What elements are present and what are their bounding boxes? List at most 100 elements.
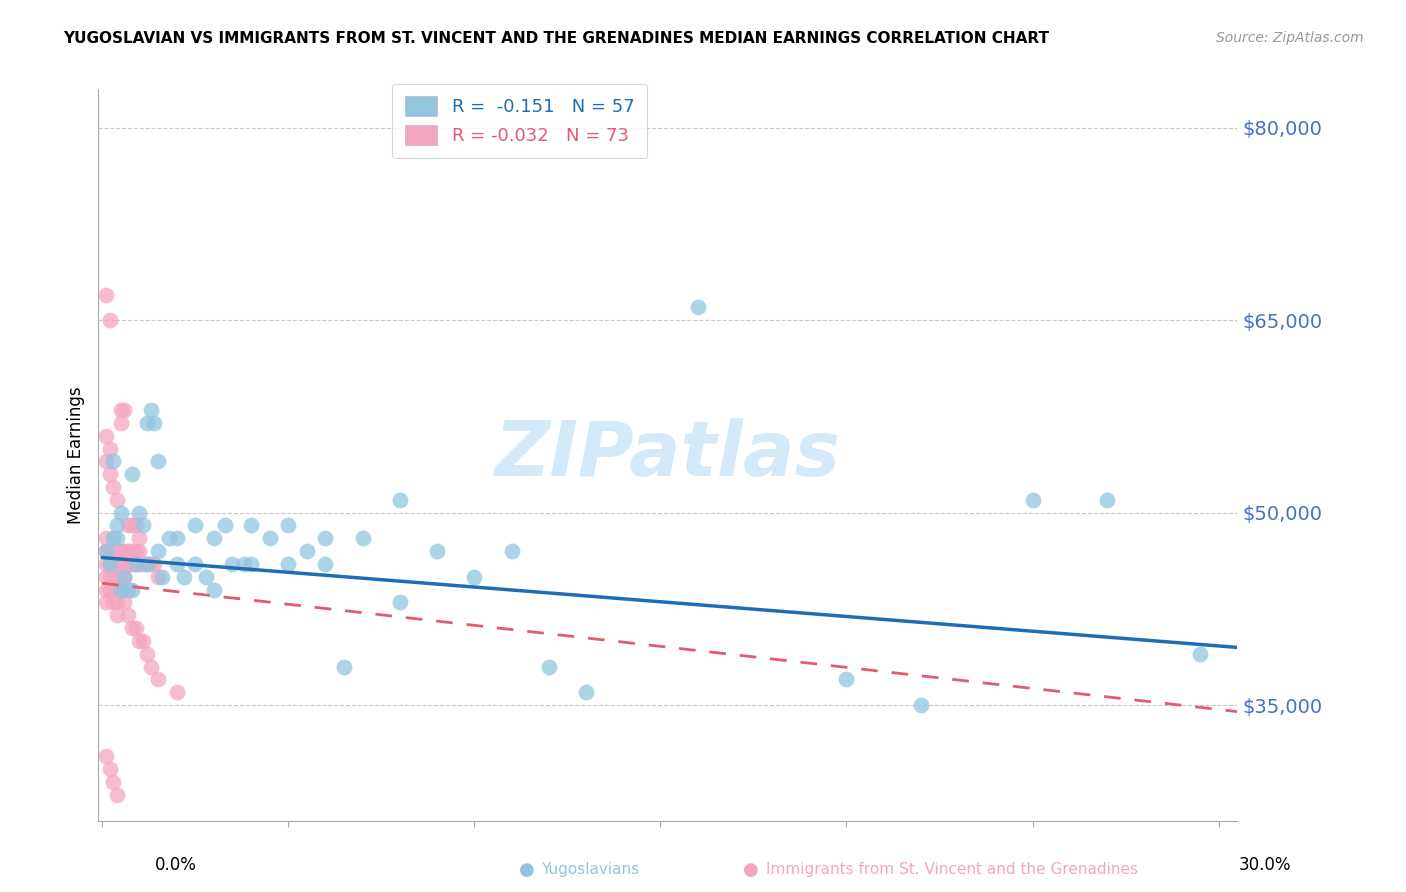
- Point: [121, 518, 143, 533]
- Point: [98, 467, 121, 482]
- Point: [105, 492, 128, 507]
- Point: [105, 608, 128, 623]
- Point: [94, 544, 117, 558]
- Point: [94, 570, 117, 584]
- Point: [98, 570, 121, 584]
- Point: [121, 557, 143, 571]
- Point: [98, 313, 121, 327]
- Point: [94, 582, 117, 597]
- Point: [128, 557, 150, 571]
- Point: [124, 557, 146, 571]
- Point: [105, 570, 128, 584]
- Point: [110, 403, 132, 417]
- Point: [1095, 492, 1118, 507]
- Point: [110, 557, 132, 571]
- Point: [135, 557, 157, 571]
- Point: [94, 454, 117, 468]
- Point: [314, 532, 336, 546]
- Point: [124, 518, 146, 533]
- Point: [501, 544, 523, 558]
- Point: [110, 582, 132, 597]
- Point: [202, 582, 225, 597]
- Point: [121, 621, 143, 635]
- Point: [114, 570, 136, 584]
- Text: Yugoslavians: Yugoslavians: [541, 863, 640, 877]
- Point: [295, 544, 318, 558]
- Point: [103, 532, 125, 546]
- Point: [103, 775, 125, 789]
- Point: [110, 416, 132, 430]
- Point: [94, 532, 117, 546]
- Point: [117, 608, 139, 623]
- Text: 0.0%: 0.0%: [155, 856, 197, 874]
- Text: Source: ZipAtlas.com: Source: ZipAtlas.com: [1216, 31, 1364, 45]
- Point: [124, 621, 146, 635]
- Point: [240, 518, 263, 533]
- Point: [686, 301, 709, 315]
- Point: [1189, 647, 1212, 661]
- Point: [128, 532, 150, 546]
- Point: [98, 557, 121, 571]
- Point: [214, 518, 236, 533]
- Point: [132, 634, 155, 648]
- Point: [94, 595, 117, 609]
- Point: [426, 544, 449, 558]
- Point: [128, 634, 150, 648]
- Point: [146, 544, 169, 558]
- Point: [121, 467, 143, 482]
- Text: YUGOSLAVIAN VS IMMIGRANTS FROM ST. VINCENT AND THE GRENADINES MEDIAN EARNINGS CO: YUGOSLAVIAN VS IMMIGRANTS FROM ST. VINCE…: [63, 31, 1049, 46]
- Point: [150, 570, 173, 584]
- Point: [135, 647, 157, 661]
- Point: [259, 532, 281, 546]
- Point: [388, 492, 411, 507]
- Point: [128, 506, 150, 520]
- Point: [1021, 492, 1043, 507]
- Point: [103, 582, 125, 597]
- Point: [240, 557, 263, 571]
- Point: [121, 544, 143, 558]
- Point: [110, 506, 132, 520]
- Point: [105, 518, 128, 533]
- Point: [221, 557, 243, 571]
- Point: [135, 416, 157, 430]
- Point: [103, 595, 125, 609]
- Point: [110, 544, 132, 558]
- Point: [135, 557, 157, 571]
- Point: [114, 403, 136, 417]
- Point: [132, 518, 155, 533]
- Point: [139, 403, 162, 417]
- Point: [835, 673, 858, 687]
- Y-axis label: Median Earnings: Median Earnings: [67, 386, 86, 524]
- Point: [537, 659, 560, 673]
- Point: [94, 749, 117, 764]
- Point: [232, 557, 254, 571]
- Point: [117, 518, 139, 533]
- Point: [463, 570, 485, 584]
- Point: [103, 454, 125, 468]
- Text: Immigrants from St. Vincent and the Grenadines: Immigrants from St. Vincent and the Gren…: [766, 863, 1139, 877]
- Point: [98, 582, 121, 597]
- Text: 30.0%: 30.0%: [1239, 856, 1292, 874]
- Point: [173, 570, 195, 584]
- Point: [103, 532, 125, 546]
- Text: ●: ●: [519, 861, 534, 879]
- Text: ZIPatlas: ZIPatlas: [495, 418, 841, 491]
- Point: [184, 518, 207, 533]
- Point: [103, 544, 125, 558]
- Point: [103, 557, 125, 571]
- Point: [117, 582, 139, 597]
- Point: [333, 659, 356, 673]
- Point: [184, 557, 207, 571]
- Legend: R =  -0.151   N = 57, R = -0.032   N = 73: R = -0.151 N = 57, R = -0.032 N = 73: [392, 84, 647, 158]
- Point: [105, 544, 128, 558]
- Point: [98, 442, 121, 456]
- Point: [388, 595, 411, 609]
- Point: [352, 532, 374, 546]
- Point: [124, 557, 146, 571]
- Point: [146, 454, 169, 468]
- Point: [124, 544, 146, 558]
- Point: [117, 557, 139, 571]
- Point: [157, 532, 180, 546]
- Point: [114, 570, 136, 584]
- Point: [105, 595, 128, 609]
